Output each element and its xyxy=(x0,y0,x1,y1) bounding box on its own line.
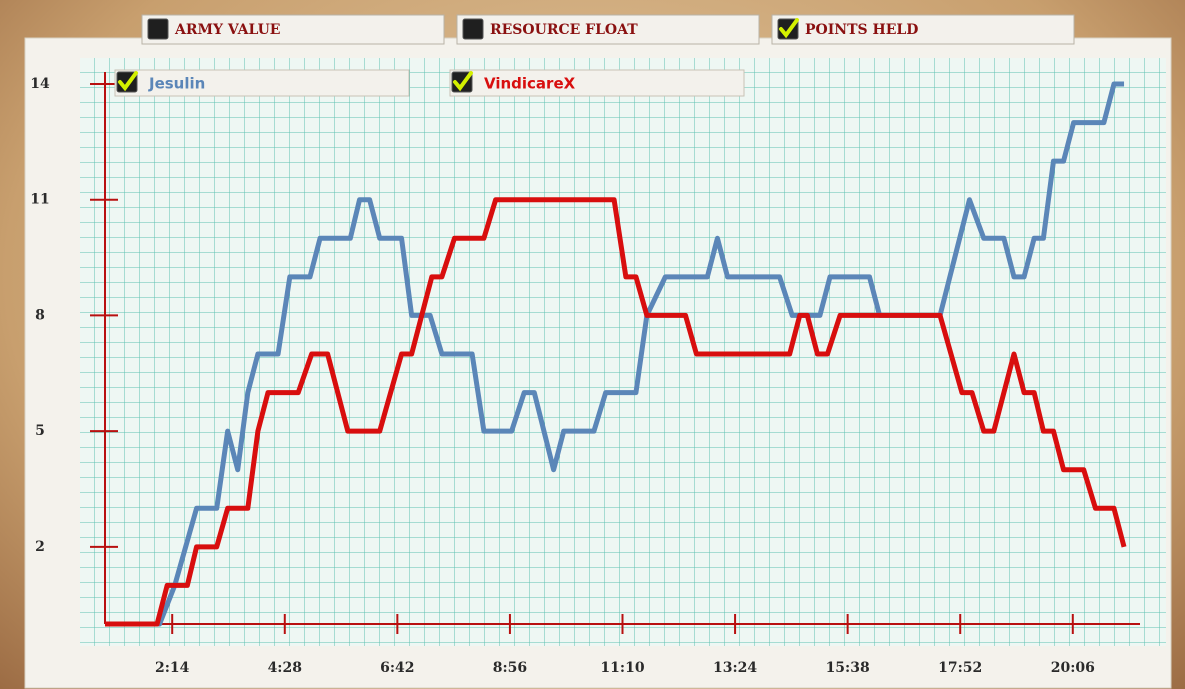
tab-label: POINTS HELD xyxy=(805,22,918,38)
toggle-tab[interactable]: POINTS HELD xyxy=(771,14,1075,45)
y-tick-label: 5 xyxy=(35,423,45,439)
x-tick-label: 17:52 xyxy=(938,660,982,676)
tab-background xyxy=(771,14,1075,45)
checkmark xyxy=(453,71,473,92)
series-line xyxy=(105,197,1127,627)
toggle-checkbox[interactable] xyxy=(147,18,169,40)
checkmark xyxy=(118,71,138,92)
checkmark xyxy=(779,18,799,39)
y-tick-label: 8 xyxy=(35,307,45,323)
checkbox-box xyxy=(462,18,484,40)
toggle-checkbox[interactable] xyxy=(777,18,799,40)
checkbox-box xyxy=(147,18,169,40)
legend-background xyxy=(449,69,745,97)
x-tick-label: 2:14 xyxy=(155,660,190,676)
x-tick-label: 13:24 xyxy=(713,660,757,676)
tab-label: RESOURCE FLOAT xyxy=(490,22,638,38)
toggle-tab[interactable]: ARMY VALUE xyxy=(141,14,445,45)
tab-background xyxy=(141,14,445,45)
legend-checkbox[interactable] xyxy=(451,71,473,93)
legend-entry[interactable]: Jesulin xyxy=(114,69,410,97)
x-tick-label: 15:38 xyxy=(826,660,870,676)
x-tick-label: 20:06 xyxy=(1051,660,1095,676)
tab-label: ARMY VALUE xyxy=(174,22,280,38)
legend-label: Jesulin xyxy=(148,75,205,93)
grid-pattern xyxy=(80,58,1166,646)
legend-entry[interactable]: VindicareX xyxy=(449,69,745,97)
x-tick-label: 4:28 xyxy=(268,660,302,676)
toggle-tab[interactable]: RESOURCE FLOAT xyxy=(456,14,760,45)
toggle-checkbox[interactable] xyxy=(462,18,484,40)
x-tick-label: 11:10 xyxy=(600,660,644,676)
y-tick-label: 14 xyxy=(30,76,50,92)
legend-checkbox[interactable] xyxy=(116,71,138,93)
legend-label: VindicareX xyxy=(484,75,576,93)
x-tick-label: 8:56 xyxy=(493,660,527,676)
y-tick-label: 11 xyxy=(30,192,49,208)
series-line xyxy=(105,81,1125,627)
tab-background xyxy=(456,14,760,45)
x-tick-label: 6:42 xyxy=(380,660,414,676)
y-tick-label: 2 xyxy=(35,539,45,555)
legend-background xyxy=(114,69,410,97)
